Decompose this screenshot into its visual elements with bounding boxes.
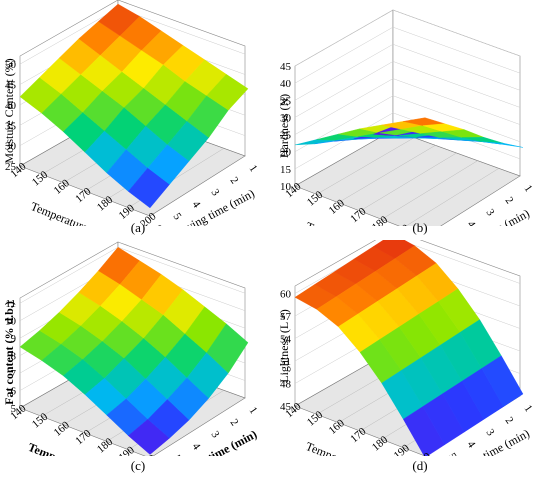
z-tick-label: 35 bbox=[280, 95, 292, 107]
x-tick-label: 200 bbox=[413, 450, 434, 456]
z-tick-label: 7 bbox=[11, 368, 17, 380]
panel-b-caption: (b) bbox=[412, 220, 428, 235]
z-tick-label: 8 bbox=[11, 351, 17, 363]
y-tick-label: 4 bbox=[190, 199, 203, 211]
wall-gridline bbox=[294, 9, 521, 67]
y-tick-label: 2 bbox=[228, 417, 241, 428]
y-tick-label: 1 bbox=[247, 163, 260, 174]
y-tick-label: 3 bbox=[484, 427, 497, 439]
y-tick-label: 3 bbox=[484, 207, 497, 219]
floor-plane bbox=[294, 129, 521, 226]
panel-d-caption: (d) bbox=[412, 458, 428, 473]
y-tick-label: 1 bbox=[522, 403, 535, 414]
surface-patch bbox=[206, 74, 249, 111]
z-tick-label: 25 bbox=[5, 161, 17, 173]
surface-patch bbox=[206, 323, 249, 374]
z-tick-label: 57 bbox=[280, 311, 292, 323]
wall-gridline bbox=[294, 78, 521, 135]
z-tick-label: 54 bbox=[280, 334, 292, 346]
z-tick-label: 60 bbox=[280, 289, 292, 301]
y-tick-label: 4 bbox=[465, 439, 478, 451]
surface-patch bbox=[481, 141, 524, 148]
z-tick-label: 30 bbox=[5, 141, 17, 153]
z-tick-label: 10 bbox=[280, 181, 292, 193]
panel-a-chart: 253035404550140150160170180190200123456M… bbox=[2, 0, 260, 226]
z-tick-label: 40 bbox=[5, 100, 17, 112]
y-tick-label: 5 bbox=[171, 211, 184, 223]
z-axis-label: Fat content (% d.b.) bbox=[2, 301, 16, 405]
z-axis-label: Hardness (N) bbox=[277, 94, 291, 158]
floor-gridline bbox=[338, 145, 436, 203]
y-tick-label: 3 bbox=[209, 187, 222, 199]
y-tick-label: 2 bbox=[503, 415, 516, 426]
z-tick-label: 5 bbox=[11, 403, 17, 415]
x-tick-label: 190 bbox=[392, 222, 413, 226]
y-tick-label: 1 bbox=[522, 183, 535, 194]
z-tick-label: 48 bbox=[280, 379, 292, 391]
floor-gridline bbox=[381, 160, 478, 220]
y-tick-label: 4 bbox=[465, 219, 478, 226]
z-tick-label: 25 bbox=[280, 130, 292, 142]
y-tick-label: 5 bbox=[446, 451, 459, 456]
z-tick-label: 10 bbox=[5, 316, 17, 328]
y-tick-label: 4 bbox=[190, 441, 203, 453]
z-tick-label: 20 bbox=[280, 147, 292, 159]
z-tick-label: 6 bbox=[11, 386, 17, 398]
z-tick-label: 40 bbox=[280, 78, 292, 90]
surface-patch bbox=[481, 355, 524, 407]
z-tick-label: 11 bbox=[5, 298, 16, 310]
z-tick-label: 15 bbox=[280, 164, 292, 176]
wall-gridline bbox=[294, 240, 521, 294]
y-tick-label: 1 bbox=[247, 405, 260, 416]
z-axis-label: Lightness (L *) bbox=[277, 309, 291, 383]
y-tick-label: 2 bbox=[503, 195, 516, 206]
z-axis-label: Moisture Content (%) bbox=[2, 58, 16, 163]
z-tick-label: 30 bbox=[280, 112, 292, 124]
z-tick-label: 9 bbox=[11, 333, 17, 345]
panel-d-chart: 454851545760140150160170180190200123456L… bbox=[277, 240, 535, 456]
wall-gridline bbox=[294, 95, 521, 152]
wall-gridline bbox=[294, 26, 521, 84]
z-tick-label: 51 bbox=[280, 356, 291, 368]
z-tick-label: 45 bbox=[280, 401, 292, 413]
floor-gridline bbox=[405, 168, 499, 226]
x-tick-label: 200 bbox=[138, 452, 159, 456]
floor-gridline bbox=[316, 137, 415, 195]
z-tick-label: 45 bbox=[5, 80, 17, 92]
wall-gridline bbox=[294, 44, 521, 101]
z-tick-label: 35 bbox=[5, 120, 17, 132]
floor-gridline bbox=[359, 152, 457, 212]
panel-a-caption: (a) bbox=[130, 220, 146, 235]
wall-gridline bbox=[294, 61, 521, 118]
panel-b-chart: 1015202530354045140150160170180190200123… bbox=[277, 9, 535, 226]
y-tick-label: 6 bbox=[152, 223, 165, 226]
wall-gridline bbox=[294, 112, 521, 170]
panel-c-caption: (c) bbox=[130, 458, 146, 473]
z-tick-label: 50 bbox=[5, 59, 17, 71]
y-tick-label: 5 bbox=[171, 453, 184, 456]
z-tick-label: 45 bbox=[280, 61, 292, 73]
panel-c-chart: 567891011140150160170180190200123456Fat … bbox=[2, 241, 260, 456]
y-tick-label: 2 bbox=[228, 175, 241, 186]
y-tick-label: 3 bbox=[209, 429, 222, 441]
